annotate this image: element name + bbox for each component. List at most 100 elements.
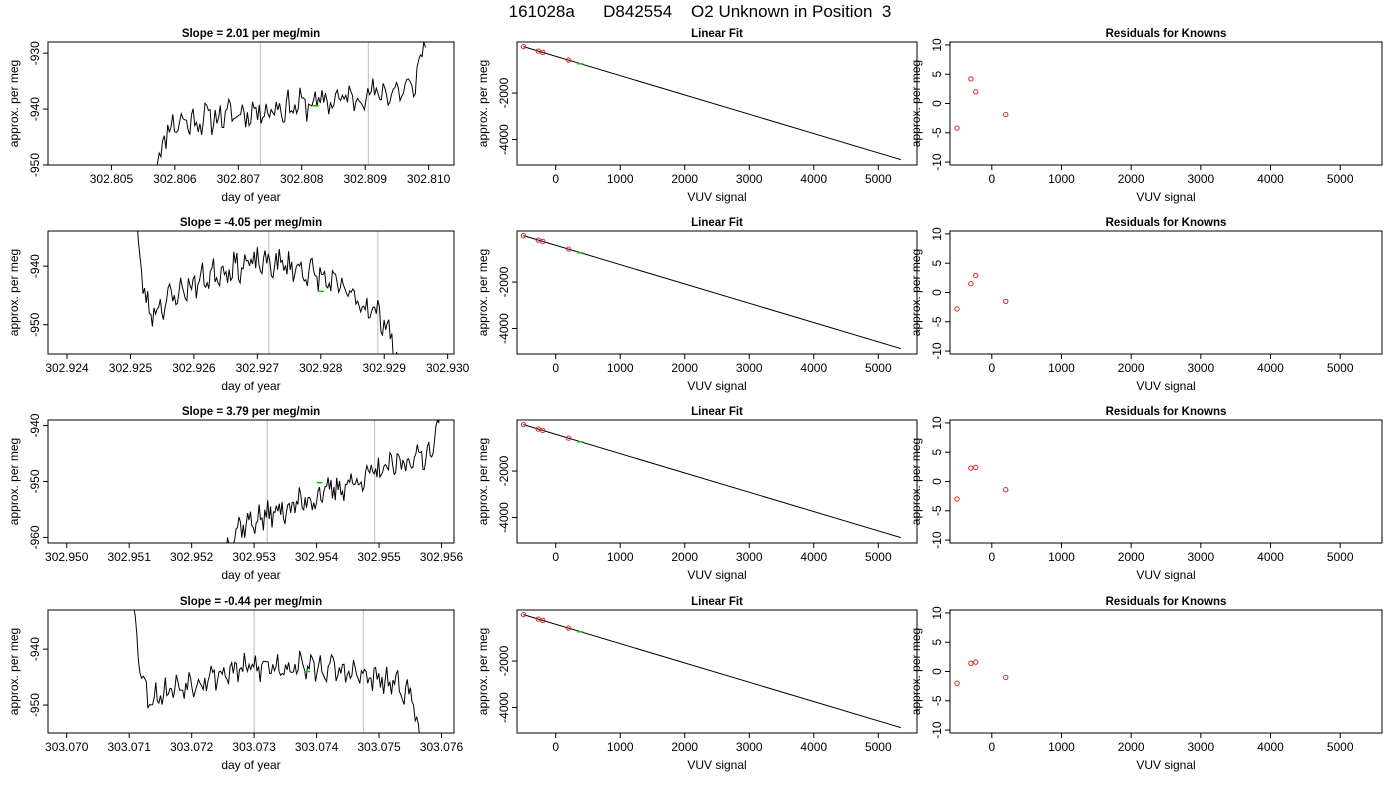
y-tick-label: -940 [28,254,42,278]
residual-point [968,281,974,287]
y-tick-label: -2000 [497,266,511,297]
x-tick-label: 303.072 [170,740,214,754]
x-tick-label: 302.955 [357,550,401,564]
x-tick-label: 303.070 [45,740,89,754]
x-axis-label: VUV signal [687,568,746,582]
x-tick-label: 303.075 [357,740,401,754]
y-tick-label: 10 [930,416,944,430]
x-axis-label: day of year [221,379,280,393]
x-tick-label: 2000 [671,740,698,754]
x-tick-label: 303.071 [108,740,152,754]
x-tick-label: 4000 [1257,361,1284,375]
x-tick-label: 5000 [865,740,892,754]
plot-area [520,421,902,539]
y-tick-label: -2000 [497,77,511,108]
y-tick-label: -10 [930,721,944,739]
x-tick-label: 302.950 [45,550,89,564]
known-point [540,617,546,624]
y-axis-label: approx. per meg [7,628,21,715]
chart-title: Linear Fit [691,406,743,418]
x-tick-label: 5000 [1327,172,1354,186]
known-point [535,48,541,54]
plot-frame [516,609,918,734]
residual-point [968,76,974,82]
y-tick-label: 10 [930,606,944,620]
residual-point [973,464,979,471]
x-tick-label: 302.809 [343,172,387,186]
data-trace [156,42,426,165]
plot-frame [949,230,1383,355]
plot-frame [47,609,455,734]
plot-area [954,272,1009,312]
x-tick-label: 302.810 [407,172,451,186]
x-tick-label: 0 [988,361,995,375]
x-tick-label: 3000 [736,361,763,375]
y-tick-label: -4000 [497,502,511,533]
chart-title: Residuals for Knowns [1106,28,1227,40]
x-tick-label: 302.930 [426,361,470,375]
chart-title: Residuals for Knowns [1106,217,1227,229]
chart-panel-residuals-2: Residuals for Knowns VUV signal approx. pe… [909,217,1383,393]
y-tick-label: -10 [930,342,944,360]
known-point [540,238,546,245]
residual-point [1003,298,1009,304]
plot-area [520,43,902,161]
residual-point [973,89,979,95]
y-axis-label: approx. per meg [476,628,490,715]
y-tick-label: -5 [930,695,944,706]
x-tick-label: 5000 [1327,740,1354,754]
y-tick-label: -930 [28,41,42,65]
chart-panel-time-series-2: Slope = -4.05 per meg/min day of year appr… [7,217,470,393]
known-point [540,427,546,434]
x-tick-label: 3000 [1187,740,1214,754]
x-tick-label: 3000 [1187,550,1214,564]
x-tick-label: 0 [552,172,559,186]
x-tick-label: 1000 [1048,550,1075,564]
plot-frame [949,41,1383,166]
chart-title: Residuals for Knowns [1106,596,1227,608]
y-tick-label: -2000 [497,645,511,676]
chart-title: Slope = -0.44 per meg/min [180,596,322,608]
x-axis-label: VUV signal [1136,190,1195,204]
known-point [520,611,527,618]
fit-line [523,235,902,350]
x-tick-label: 302.951 [108,550,152,564]
x-tick-label: 1000 [1048,740,1075,754]
plot-frame [47,230,455,355]
chart-panel-linear-fit-4: Linear Fit VUV signal approx. per meg 0 1000… [476,596,918,772]
chart-title: Residuals for Knowns [1106,406,1227,418]
y-tick-label: -950 [28,469,42,493]
y-tick-label: -950 [28,153,42,177]
x-tick-label: 3000 [1187,172,1214,186]
x-tick-label: 302.926 [172,361,216,375]
chart-panel-linear-fit-3: Linear Fit VUV signal approx. per meg 0 1000… [476,406,918,582]
known-point [520,421,527,428]
chart-title: Linear Fit [691,28,743,40]
x-tick-label: 5000 [865,172,892,186]
residual-point [954,306,960,312]
x-tick-label: 302.807 [217,172,261,186]
y-axis-label: approx. per meg [476,249,490,336]
y-tick-label: -940 [28,413,42,437]
chart-panel-time-series-3: Slope = 3.79 per meg/min day of year appro… [7,406,464,582]
plot-frame [516,230,918,355]
residual-point [968,660,974,666]
x-tick-label: 303.074 [295,740,339,754]
residual-point [1003,487,1009,493]
plot-area [133,610,420,733]
x-tick-label: 1000 [607,740,634,754]
x-tick-label: 2000 [671,172,698,186]
residual-point [973,659,979,665]
x-tick-label: 303.073 [232,740,276,754]
plot-area [137,231,398,354]
known-point [565,435,572,441]
x-tick-label: 302.928 [299,361,343,375]
x-axis-label: VUV signal [1136,568,1195,582]
y-tick-label: 5 [930,639,944,646]
x-tick-label: 302.924 [45,361,89,375]
known-point [520,43,527,50]
x-tick-label: 1000 [607,361,634,375]
y-tick-label: -5 [930,316,944,327]
x-tick-label: 2000 [671,361,698,375]
